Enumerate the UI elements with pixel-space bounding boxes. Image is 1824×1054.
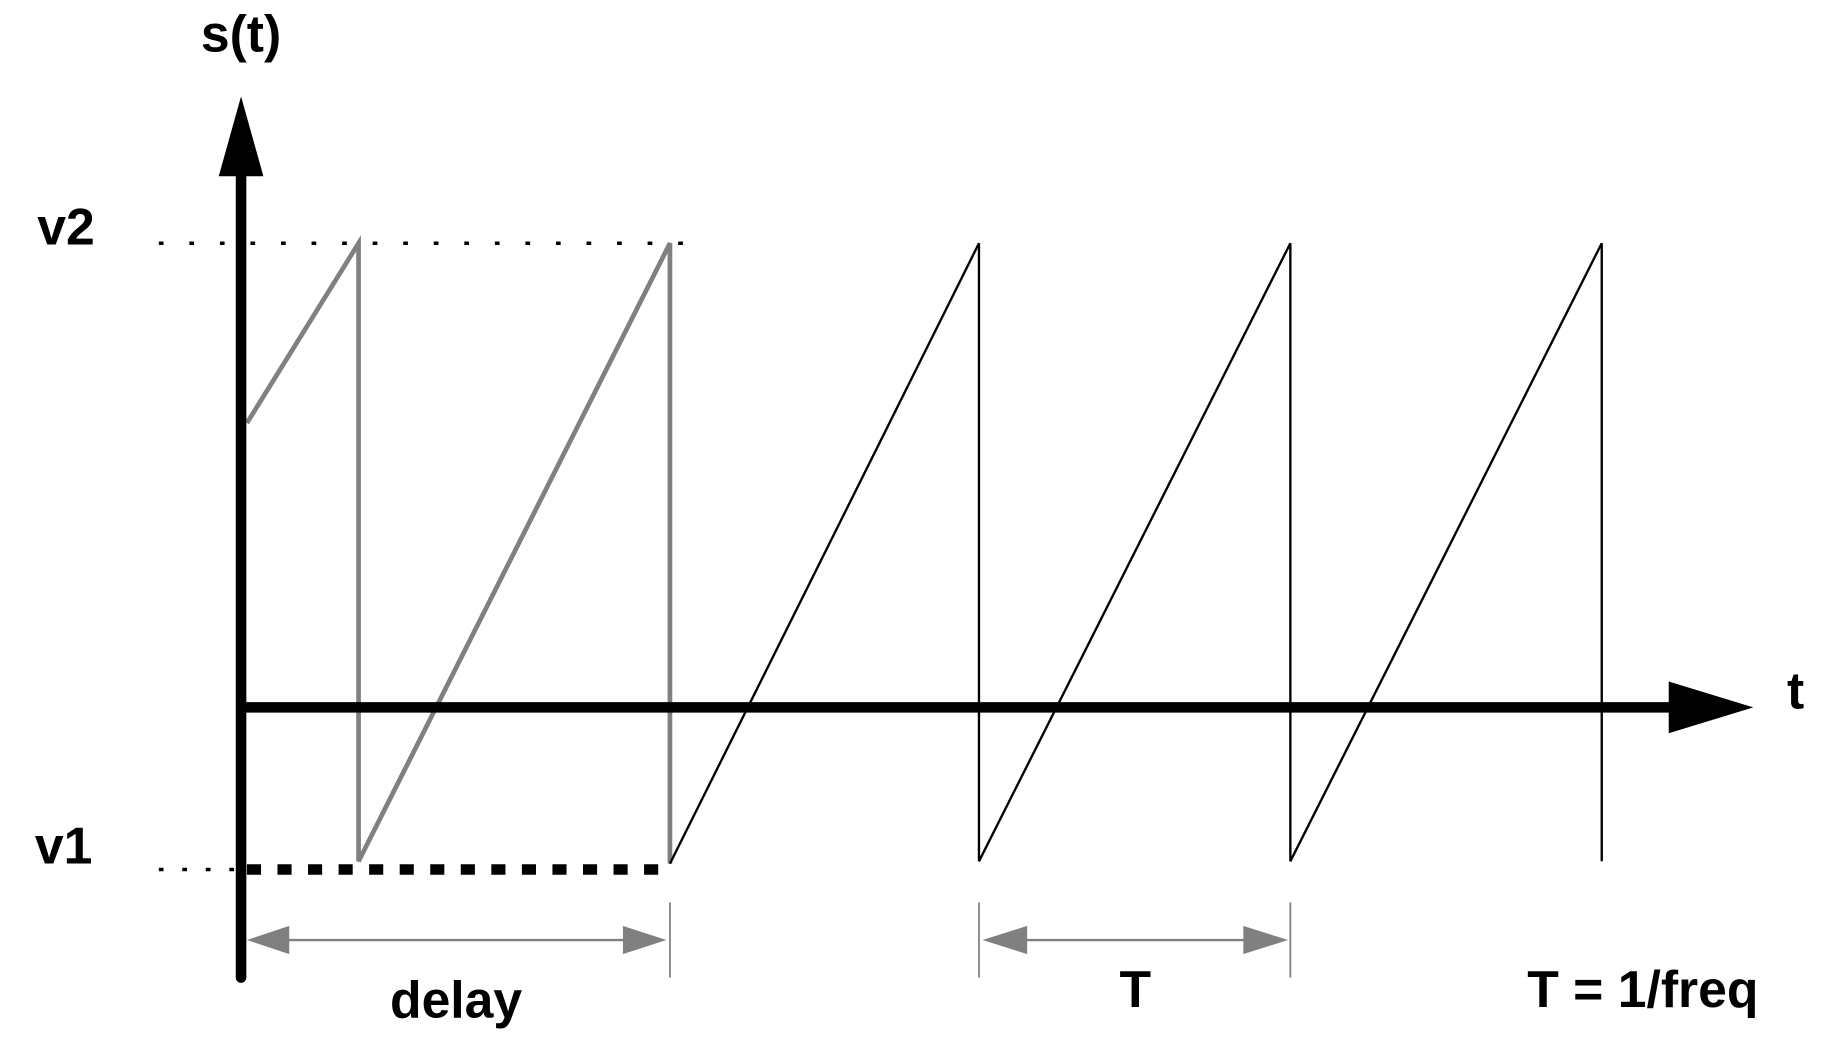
y-axis-arrow-icon [218,96,264,177]
frequency-formula: T = 1/freq [1527,960,1758,1018]
period-label: T [1119,960,1151,1018]
delay-segment [244,234,673,864]
x-axis-arrow-icon [1668,681,1754,734]
v1-label: v1 [35,817,92,875]
v2-label: v2 [37,197,94,255]
delay-label: delay [390,971,522,1029]
sawtooth-waveform [668,242,1603,865]
x-axis-label: t [1787,662,1804,720]
y-axis-label: s(t) [201,5,281,63]
delay-dimension-arrow [246,925,667,955]
period-dimension-arrow [982,925,1289,955]
